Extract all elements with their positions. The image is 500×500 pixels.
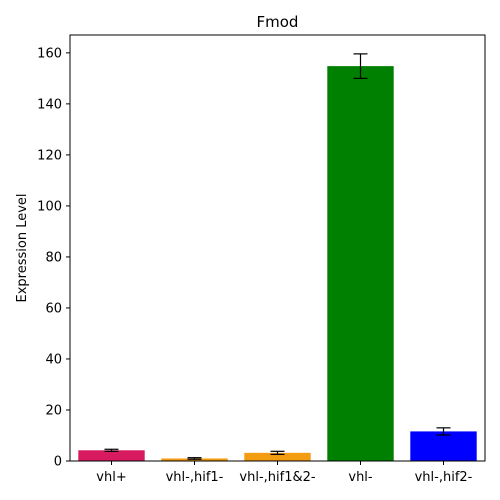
x-tick-label: vhl- — [348, 470, 373, 485]
y-tick-label: 100 — [37, 199, 62, 214]
y-axis-label: Expression Level — [15, 193, 30, 302]
bar-2 — [244, 452, 311, 461]
error-bars-layer — [104, 53, 451, 460]
y-tick-label: 40 — [45, 352, 62, 367]
y-tick-label: 120 — [37, 148, 62, 163]
x-tick-label: vhl-,hif1&2- — [239, 470, 315, 485]
y-tick-label: 160 — [37, 46, 62, 61]
y-tick-label: 80 — [45, 250, 62, 265]
x-tick-label: vhl-,hif2- — [415, 470, 473, 485]
bar-0 — [78, 450, 145, 461]
x-tick-label: vhl+ — [96, 470, 126, 485]
y-tick-label: 0 — [54, 455, 62, 470]
bar-3 — [327, 66, 394, 461]
y-tick-label: 140 — [37, 97, 62, 112]
bar-4 — [410, 431, 477, 461]
y-tick-label: 60 — [45, 301, 62, 316]
x-tick-label: vhl-,hif1- — [166, 470, 224, 485]
chart-title: Fmod — [257, 13, 299, 31]
axes-layer: vhl+ vhl-,hif1- vhl-,hif1&2- vhl-vhl-,hif2-… — [37, 34, 486, 485]
y-tick-label: 20 — [45, 403, 62, 418]
bars-layer — [78, 66, 477, 461]
plot-frame — [69, 34, 486, 462]
